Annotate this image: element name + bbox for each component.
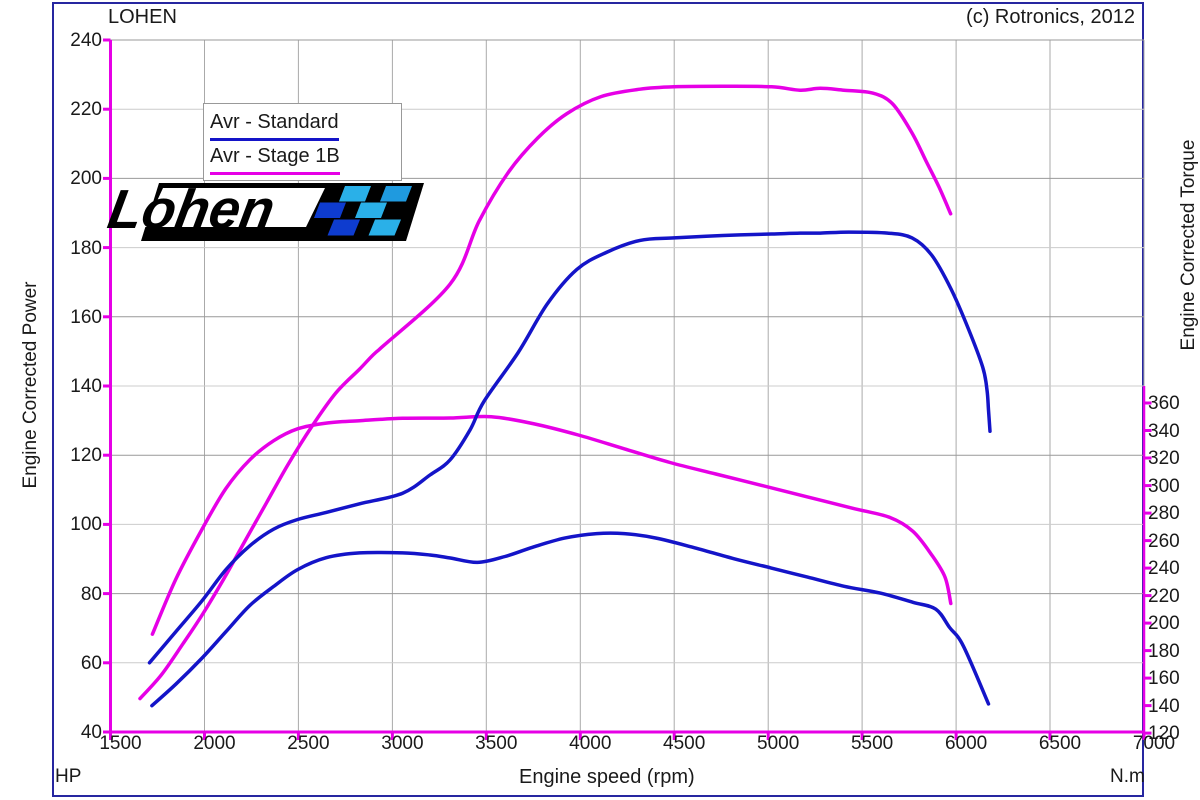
svg-text:Lohen: Lohen — [104, 178, 280, 240]
